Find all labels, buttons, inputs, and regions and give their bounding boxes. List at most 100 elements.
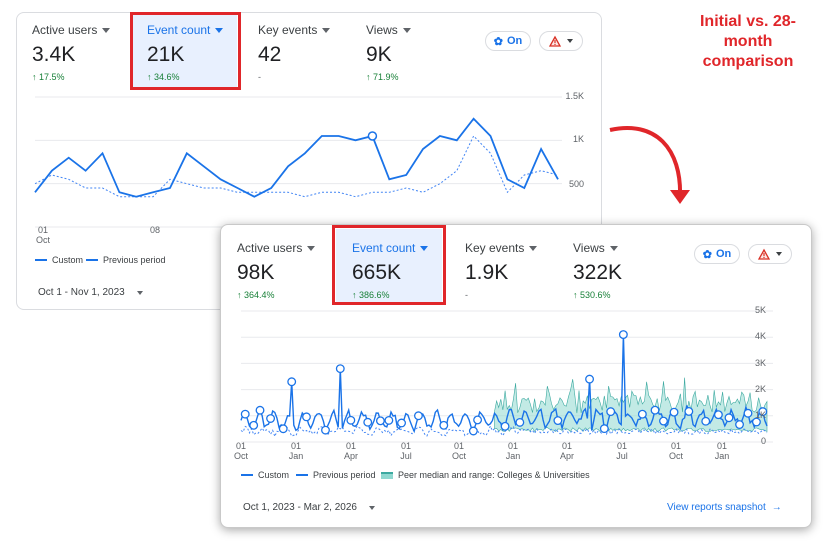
annotation-marker (249, 420, 259, 430)
caret-down-icon (215, 28, 224, 34)
y-tick-label: 1K (754, 410, 766, 420)
legend-custom: Custom (241, 470, 289, 480)
metric-views[interactable]: Views 9K ↑ 71.9% (366, 23, 456, 93)
view-reports-snapshot-link[interactable]: View reports snapshot → (667, 502, 782, 513)
caret-down-icon (307, 246, 316, 252)
peer-range-band (494, 377, 768, 433)
y-tick-label: 2K (754, 384, 766, 394)
metric-label: Views (366, 23, 398, 37)
annotation-marker (278, 424, 288, 434)
insights-toggle[interactable]: ✿ On (485, 31, 531, 51)
annotation-marker (266, 414, 276, 423)
warning-triangle-icon (548, 35, 562, 47)
annotation-marker (743, 408, 753, 418)
legend-previous: Previous period (86, 255, 166, 265)
dashed-line-icon (296, 474, 308, 476)
metric-label: Active users (237, 241, 303, 255)
metric-label: Active users (32, 23, 98, 37)
caret-down-icon (609, 246, 618, 252)
metric-change: ↑ 530.6% (573, 290, 611, 300)
annotation-marker (473, 415, 483, 425)
metric-active-users[interactable]: Active users 98K ↑ 364.4% (237, 241, 337, 311)
metric-event-count[interactable]: Event count 665K ↑ 386.6% (336, 229, 442, 302)
caret-down-icon (776, 252, 782, 256)
x-tick-label: 01 Oct (35, 225, 50, 245)
metric-change: ↑ 71.9% (366, 72, 399, 82)
annotation-marker (585, 374, 595, 384)
report-card-28-month: Active users 98K ↑ 364.4% Event count 66… (220, 224, 812, 528)
alert-menu-button[interactable] (748, 244, 792, 264)
annotation-marker (599, 424, 609, 434)
caret-down-icon (420, 246, 429, 252)
annotation-marker (553, 416, 563, 425)
event-count-chart-initial (34, 96, 562, 228)
legend-peer-range: Peer median and range: Colleges & Univer… (381, 470, 590, 480)
annotation-marker (758, 407, 768, 417)
annotation-marker (684, 407, 694, 416)
x-tick-label: 01 Jan (288, 441, 304, 461)
y-tick-label: 1.5K (565, 91, 584, 101)
metric-key-events[interactable]: Key events 42 - (258, 23, 348, 93)
annotation-marker (335, 364, 345, 374)
metric-event-count[interactable]: Event count 21K ↑ 34.6% (133, 15, 237, 87)
y-tick-label: 500 (568, 179, 584, 189)
event-count-chart-28-month (240, 310, 773, 443)
annotation-marker (500, 421, 510, 431)
peer-band-icon (381, 471, 393, 479)
insights-toggle[interactable]: ✿ On (694, 244, 740, 264)
metric-key-events[interactable]: Key events 1.9K - (465, 241, 555, 311)
metric-value: 665K (352, 261, 402, 284)
annotation-marker (735, 420, 744, 430)
annotation-marker (302, 412, 311, 422)
y-tick-label: 4K (754, 331, 766, 341)
annotation-marker (468, 426, 478, 436)
metric-label: Event count (147, 23, 211, 37)
series-line-custom (34, 117, 559, 198)
date-range-text: Oct 1, 2023 - Mar 2, 2026 (243, 502, 357, 513)
date-range-selector[interactable]: Oct 1 - Nov 1, 2023 (38, 287, 143, 298)
solid-line-icon (35, 259, 47, 261)
caret-down-icon (368, 505, 375, 510)
caret-down-icon (567, 39, 573, 43)
x-tick-label: 01 Oct (233, 441, 248, 461)
annotation-text: Initial vs. 28-month comparison (699, 13, 797, 70)
x-tick-label: 01 Apr (343, 441, 358, 461)
date-range-text: Oct 1 - Nov 1, 2023 (38, 287, 125, 298)
annotation-marker (659, 416, 668, 426)
metric-active-users[interactable]: Active users 3.4K ↑ 17.5% (32, 23, 122, 93)
highlight-box (332, 225, 446, 305)
annotation-marker (606, 407, 616, 417)
metric-label: Key events (258, 23, 318, 37)
y-tick-label: 1K (572, 134, 584, 144)
warning-triangle-icon (757, 248, 771, 260)
annotation-marker (346, 415, 356, 425)
metric-views[interactable]: Views 322K ↑ 530.6% (573, 241, 663, 311)
x-tick-label: 01 Oct (451, 441, 466, 461)
alert-menu-button[interactable] (539, 31, 583, 51)
annotation-marker (713, 410, 723, 420)
metric-change: ↑ 364.4% (237, 290, 275, 300)
x-tick-label: 01 Oct (668, 441, 683, 461)
metric-change: ↑ 386.6% (352, 290, 390, 300)
metric-change: - (465, 290, 468, 300)
metric-change: ↑ 34.6% (147, 72, 180, 82)
metric-label: Key events (465, 241, 525, 255)
annotation-marker (321, 425, 330, 435)
metric-value: 322K (573, 261, 623, 284)
x-tick-label: 01 Jan (714, 441, 730, 461)
annotation-marker (413, 411, 423, 421)
x-tick-label: 01 Jul (616, 441, 628, 461)
caret-down-icon (136, 290, 143, 295)
metric-value: 1.9K (465, 261, 509, 284)
x-tick-label: 08 (149, 225, 160, 235)
highlight-box (130, 12, 241, 90)
annotation-marker (384, 415, 394, 425)
caret-down-icon (402, 28, 411, 34)
annotation-marker (240, 409, 250, 419)
date-range-selector[interactable]: Oct 1, 2023 - Mar 2, 2026 (243, 502, 375, 513)
x-tick-label: 01 Apr (559, 441, 574, 461)
metric-value: 98K (237, 261, 275, 284)
metric-value: 3.4K (32, 43, 76, 66)
metric-change: ↑ 17.5% (32, 72, 65, 82)
highlight-point (367, 131, 378, 141)
